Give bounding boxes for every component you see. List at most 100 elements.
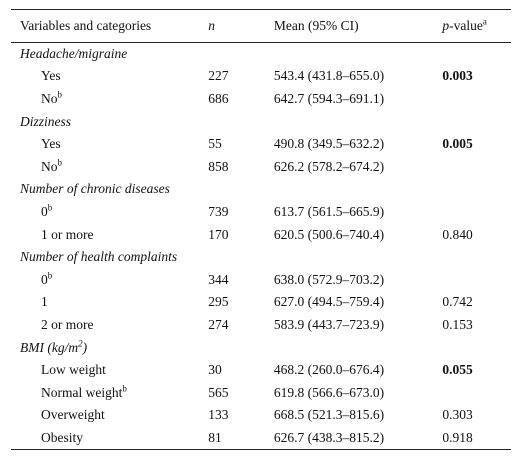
- row-label: Nob: [11, 155, 208, 178]
- row-pvalue: 0.003: [442, 68, 473, 84]
- row-label-text: No: [41, 90, 58, 106]
- row-label-text: 0: [41, 271, 48, 287]
- row-label-sup: b: [57, 157, 63, 168]
- row-label: 1: [11, 291, 208, 314]
- category-label: Headache/migraine: [11, 43, 511, 66]
- row-label: 0b: [11, 201, 208, 224]
- row-n: 274: [208, 316, 229, 332]
- table-row: Overweight 133 668.5 (521.3–815.6) 0.303: [11, 404, 511, 427]
- row-n: 81: [208, 429, 222, 445]
- category-row: Number of health complaints: [11, 246, 511, 269]
- row-pvalue: 0.153: [442, 316, 473, 332]
- row-label-text: Low weight: [41, 362, 106, 378]
- row-n: 133: [208, 407, 229, 423]
- row-label: 0b: [11, 268, 208, 291]
- row-mean: 642.7 (594.3–691.1): [273, 90, 385, 106]
- category-row: Headache/migraine: [11, 43, 511, 66]
- row-mean: 638.0 (572.9–703.2): [273, 271, 385, 287]
- header-pvalue: p-valuea: [442, 10, 511, 43]
- table-body: Headache/migraine Yes 227 543.4 (431.8–655.…: [11, 43, 511, 450]
- header-p-rest: -value: [449, 18, 483, 33]
- row-label-sup: b: [47, 202, 53, 213]
- table-row: Yes 227 543.4 (431.8–655.0) 0.003: [11, 65, 511, 88]
- header-p-sup: a: [482, 16, 487, 27]
- row-mean: 626.2 (578.2–674.2): [273, 158, 385, 174]
- row-pvalue: [442, 381, 511, 404]
- row-label-sup: b: [122, 383, 127, 394]
- table-header: Variables and categories n Mean (95% CI)…: [11, 9, 511, 43]
- table-row: Nob 858 626.2 (578.2–674.2): [11, 155, 511, 178]
- row-n: 565: [208, 384, 229, 400]
- row-label-text: Yes: [41, 136, 61, 152]
- row-label-text: Obesity: [41, 429, 83, 445]
- table-row: Obesity 81 626.7 (438.3–815.2) 0.918: [11, 427, 511, 450]
- row-n: 30: [208, 362, 222, 378]
- row-label-text: No: [41, 158, 58, 174]
- row-mean: 619.8 (566.6–673.0): [273, 384, 385, 400]
- row-label: 1 or more: [11, 223, 208, 246]
- row-label: Nob: [11, 88, 208, 111]
- row-mean: 468.2 (260.0–676.4): [273, 362, 385, 378]
- header-n-text: n: [208, 18, 215, 33]
- row-n: 55: [208, 136, 222, 152]
- row-label-text: Overweight: [41, 407, 105, 423]
- category-row: Dizziness: [11, 110, 511, 133]
- category-label-text: Number of chronic diseases: [20, 181, 170, 197]
- table-row: 0b 739 613.7 (561.5–665.9): [11, 201, 511, 224]
- row-mean: 626.7 (438.3–815.2): [273, 429, 385, 445]
- category-label: Number of health complaints: [11, 246, 511, 269]
- row-n: 686: [208, 90, 229, 106]
- row-label-text: 2 or more: [41, 316, 94, 332]
- category-label-end: ): [82, 339, 88, 355]
- row-label-text: 1 or more: [41, 226, 94, 242]
- row-label: 2 or more: [11, 314, 208, 337]
- category-label: Number of chronic diseases: [11, 178, 511, 201]
- row-mean: 583.9 (443.7–723.9): [273, 316, 385, 332]
- row-pvalue: [442, 88, 511, 111]
- row-pvalue: 0.840: [442, 226, 473, 242]
- row-pvalue: [442, 268, 511, 291]
- row-n: 295: [208, 294, 229, 310]
- category-label-text: Dizziness: [20, 113, 72, 129]
- row-mean: 613.7 (561.5–665.9): [273, 203, 385, 219]
- row-pvalue: 0.005: [442, 136, 473, 152]
- category-row: Number of chronic diseases: [11, 178, 511, 201]
- row-label: Low weight: [11, 359, 208, 382]
- header-mean-text: Mean (95% CI): [273, 18, 359, 33]
- table-row: Low weight 30 468.2 (260.0–676.4) 0.055: [11, 359, 511, 382]
- row-mean: 627.0 (494.5–759.4): [273, 294, 385, 310]
- results-table: Variables and categories n Mean (95% CI)…: [11, 9, 511, 450]
- category-row: BMI (kg/m2): [11, 336, 511, 359]
- row-label-text: 0: [41, 203, 48, 219]
- category-label: BMI (kg/m2): [11, 336, 511, 359]
- category-label-sup: 2: [78, 338, 83, 349]
- category-label-text: Number of health complaints: [20, 249, 178, 265]
- header-row: Variables and categories n Mean (95% CI)…: [11, 9, 511, 43]
- row-mean: 668.5 (521.3–815.6): [273, 407, 385, 423]
- table-row: 1 or more 170 620.5 (500.6–740.4) 0.840: [11, 223, 511, 246]
- table-row: Nob 686 642.7 (594.3–691.1): [11, 88, 511, 111]
- row-pvalue: [442, 201, 511, 224]
- row-label-text: 1: [41, 294, 48, 310]
- row-label-text: Normal weight: [41, 384, 123, 400]
- row-n: 170: [208, 226, 229, 242]
- category-label-text: Headache/migraine: [20, 46, 128, 62]
- row-mean: 620.5 (500.6–740.4): [273, 226, 385, 242]
- row-label: Yes: [11, 133, 208, 156]
- table-row: 2 or more 274 583.9 (443.7–723.9) 0.153: [11, 314, 511, 337]
- header-mean: Mean (95% CI): [274, 10, 442, 43]
- row-mean: 543.4 (431.8–655.0): [273, 68, 385, 84]
- row-n: 344: [208, 271, 229, 287]
- row-mean: 490.8 (349.5–632.2): [273, 136, 385, 152]
- header-variables-text: Variables and categories: [20, 18, 152, 33]
- row-n: 227: [208, 68, 229, 84]
- row-label-text: Yes: [41, 68, 61, 84]
- row-pvalue: 0.918: [442, 429, 473, 445]
- table-row: 0b 344 638.0 (572.9–703.2): [11, 268, 511, 291]
- category-label: Dizziness: [11, 110, 511, 133]
- header-n: n: [208, 10, 274, 43]
- row-n: 739: [208, 203, 229, 219]
- row-pvalue: 0.303: [442, 407, 473, 423]
- table-row: 1 295 627.0 (494.5–759.4) 0.742: [11, 291, 511, 314]
